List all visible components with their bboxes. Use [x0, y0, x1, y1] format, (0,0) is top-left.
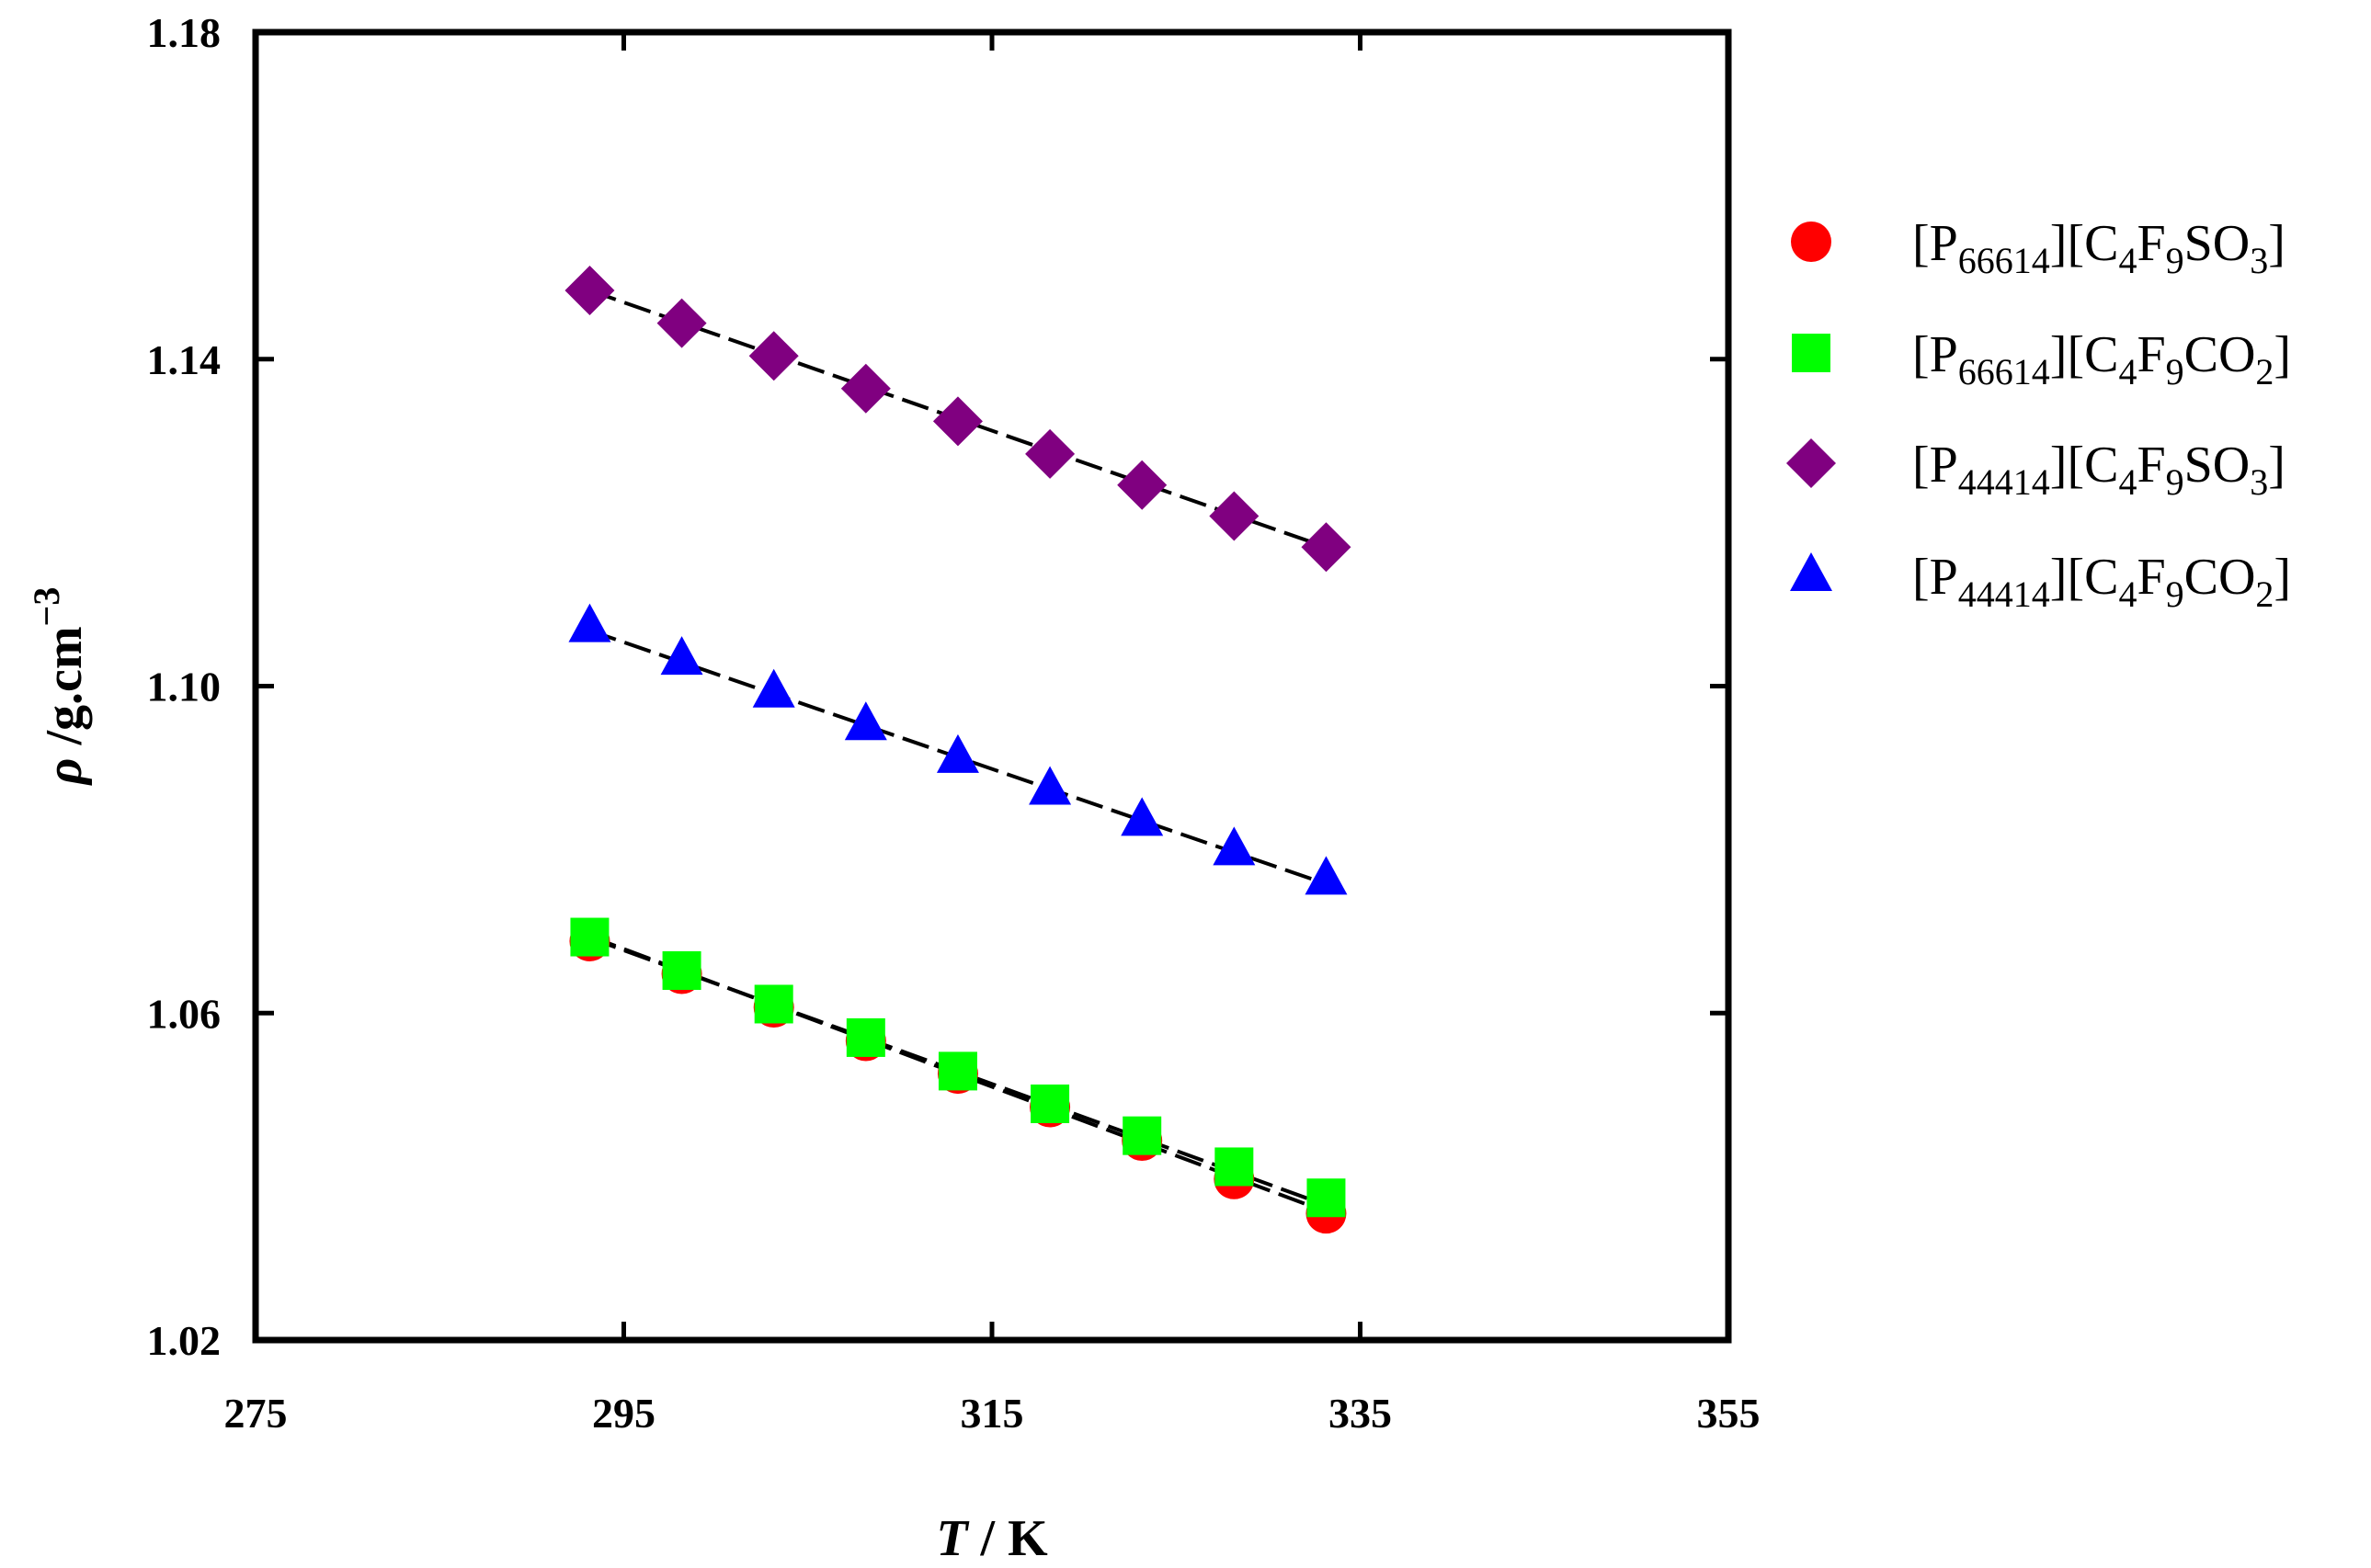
point-p66614-c4f9co2	[570, 917, 610, 957]
point-p44414-c4f9co2	[1029, 766, 1072, 805]
y-tick-label: 1.10	[147, 664, 222, 710]
legend-label-part: F	[2137, 437, 2165, 494]
point-p44414-c4f9so3	[840, 363, 891, 414]
point-p66614-c4f9co2	[846, 1017, 885, 1057]
point-p44414-c4f9so3	[1209, 491, 1260, 541]
legend-label-part: SO	[2184, 437, 2251, 494]
point-p44414-c4f9so3	[1301, 522, 1351, 573]
y-tick-label: 1.18	[147, 9, 222, 56]
point-p44414-c4f9so3	[1025, 428, 1076, 479]
y-axis-symbol: ρ	[36, 758, 93, 787]
legend-label-part: [P	[1912, 326, 1958, 383]
point-p44414-c4f9co2	[1121, 797, 1164, 836]
point-p44414-c4f9so3	[564, 266, 615, 316]
legend-label-part: ]	[2274, 326, 2291, 383]
legend-label-part: ][C	[2050, 326, 2119, 383]
legend-label-part: 9	[2166, 461, 2184, 503]
plot-frame	[252, 28, 1732, 1344]
legend-marker-p66614-c4f9so3	[1791, 222, 1831, 262]
point-p44414-c4f9co2	[936, 733, 979, 773]
legend-label-part: [P	[1912, 437, 1958, 494]
legend-label-part: 2	[2255, 574, 2274, 615]
y-axis-unit: /g.cm	[36, 626, 93, 757]
point-p66614-c4f9co2	[1306, 1178, 1346, 1218]
point-p44414-c4f9co2	[568, 603, 611, 642]
legend-label-part: 44414	[1958, 574, 2050, 615]
legend-label-part: CO	[2184, 549, 2256, 606]
legend-label-part: F	[2137, 215, 2165, 272]
legend-label-part: 4	[2118, 351, 2137, 392]
legend-marker-p44414-c4f9so3	[1786, 438, 1836, 488]
point-p44414-c4f9co2	[752, 668, 795, 708]
legend-label-part: 9	[2166, 574, 2184, 615]
x-tick-label: 355	[1697, 1390, 1761, 1437]
x-tick-label: 275	[224, 1390, 288, 1437]
point-p66614-c4f9co2	[1031, 1084, 1070, 1123]
x-tick-label: 315	[961, 1390, 1024, 1437]
y-axis-unit-exponent: −3	[26, 587, 67, 627]
legend-label-p66614-c4f9so3: [P66614][C4F9SO3]	[1912, 215, 2286, 281]
legend-label-part: ]	[2268, 215, 2286, 272]
point-p66614-c4f9co2	[662, 951, 701, 991]
legend-label-part: CO	[2184, 326, 2256, 383]
point-p44414-c4f9so3	[932, 396, 983, 447]
point-p66614-c4f9co2	[1123, 1116, 1162, 1155]
x-axis-symbol: T	[936, 1510, 970, 1567]
legend-label-part: 66614	[1958, 240, 2050, 281]
legend-label-p66614-c4f9co2: [P66614][C4F9CO2]	[1912, 326, 2291, 392]
legend: [P66614][C4F9SO3][P66614][C4F9CO2][P4441…	[1786, 215, 2291, 615]
x-tick-label: 335	[1328, 1390, 1392, 1437]
point-p44414-c4f9co2	[1305, 856, 1348, 895]
x-axis-label: T / K	[936, 1510, 1048, 1567]
legend-label-part: SO	[2184, 215, 2251, 272]
point-p44414-c4f9so3	[748, 331, 799, 381]
point-p44414-c4f9co2	[844, 701, 887, 741]
point-p66614-c4f9co2	[1214, 1147, 1254, 1187]
legend-label-part: [P	[1912, 215, 1958, 272]
legend-label-part: 4	[2118, 240, 2137, 281]
legend-label-part: 9	[2166, 240, 2184, 281]
legend-label-p44414-c4f9so3: [P44414][C4F9SO3]	[1912, 437, 2286, 503]
x-axis-unit: / K	[968, 1510, 1049, 1567]
legend-label-part: F	[2137, 549, 2165, 606]
legend-label-part: 9	[2166, 351, 2184, 392]
legend-label-part: 3	[2250, 240, 2268, 281]
y-tick-label: 1.14	[147, 336, 222, 383]
legend-label-part: 66614	[1958, 351, 2050, 392]
y-tick-label: 1.02	[147, 1317, 222, 1364]
legend-marker-p44414-c4f9co2	[1790, 552, 1832, 591]
y-tick-label: 1.06	[147, 990, 222, 1037]
axis-ticks: 275 295 315 335 355 1.02 1.06 1.10 1.14 1.18	[147, 9, 1761, 1437]
legend-label-part: [P	[1912, 549, 1958, 606]
data-markers	[564, 266, 1351, 1234]
y-axis-label: ρ /g.cm−3	[26, 587, 93, 787]
point-p44414-c4f9co2	[1213, 826, 1256, 866]
legend-label-part: ][C	[2050, 549, 2119, 606]
legend-label-part: 3	[2250, 461, 2268, 503]
point-p44414-c4f9co2	[660, 636, 703, 676]
point-p44414-c4f9so3	[1117, 460, 1168, 510]
legend-label-p44414-c4f9co2: [P44414][C4F9CO2]	[1912, 549, 2291, 615]
point-p44414-c4f9so3	[656, 298, 707, 348]
legend-label-part: ][C	[2050, 437, 2119, 494]
point-p66614-c4f9co2	[754, 984, 793, 1024]
legend-label-part: 4	[2118, 461, 2137, 503]
legend-label-part: ][C	[2050, 215, 2119, 272]
legend-label-part: 2	[2255, 351, 2274, 392]
legend-marker-p66614-c4f9co2	[1792, 334, 1830, 372]
legend-label-part: 44414	[1958, 461, 2050, 503]
legend-label-part: F	[2137, 326, 2165, 383]
legend-label-part: ]	[2268, 437, 2286, 494]
x-tick-label: 295	[592, 1390, 655, 1437]
legend-label-part: 4	[2118, 574, 2137, 615]
legend-label-part: ]	[2274, 549, 2291, 606]
point-p66614-c4f9co2	[938, 1051, 977, 1091]
